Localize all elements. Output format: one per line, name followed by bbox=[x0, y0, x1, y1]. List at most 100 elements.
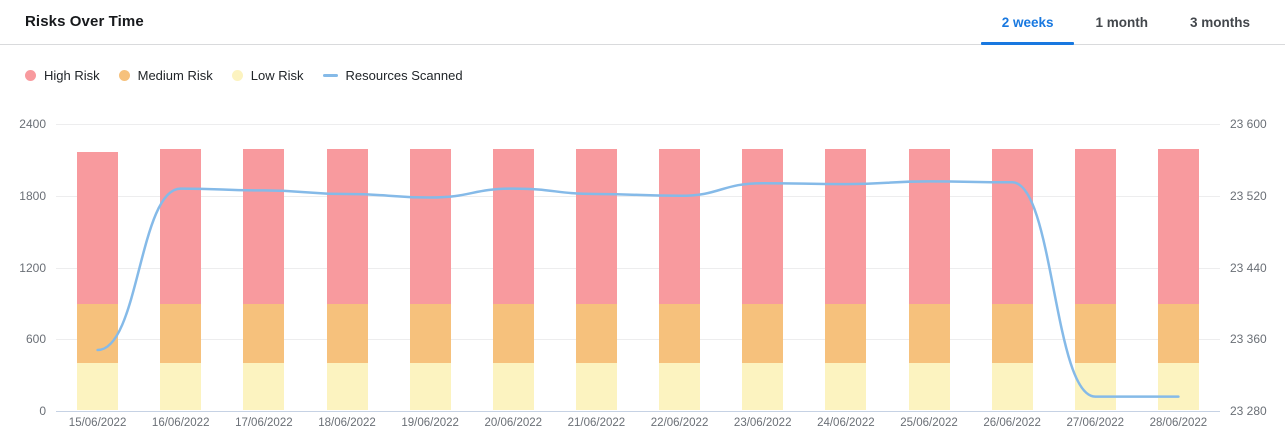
y-axis-label-right: 23 600 bbox=[1230, 117, 1267, 131]
x-axis-label: 28/06/2022 bbox=[1149, 417, 1208, 429]
gridline bbox=[56, 195, 1220, 197]
bar-segment-high-risk bbox=[991, 149, 1033, 304]
bar-segment-high-risk bbox=[1157, 149, 1199, 304]
y-axis-label-right: 23 280 bbox=[1230, 404, 1267, 418]
x-axis-label: 20/06/2022 bbox=[484, 417, 543, 429]
bar-segment-medium-risk bbox=[77, 303, 119, 364]
card-header: Risks Over Time 2 weeks 1 month 3 months bbox=[0, 0, 1285, 45]
bar-stack-23-06-2022 bbox=[742, 149, 784, 410]
bar-stack-18-06-2022 bbox=[326, 149, 368, 410]
bar-segment-high-risk bbox=[160, 149, 202, 304]
high-risk-swatch-icon bbox=[25, 70, 36, 81]
y-axis-label-left: 0 bbox=[39, 404, 46, 418]
legend-item-low-risk[interactable]: Low Risk bbox=[231, 68, 304, 83]
bar-stack-16-06-2022 bbox=[160, 149, 202, 410]
bar-segment-low-risk bbox=[1074, 363, 1116, 410]
bar-segment-high-risk bbox=[492, 149, 534, 304]
bar-segment-high-risk bbox=[742, 149, 784, 304]
x-axis-label: 22/06/2022 bbox=[650, 417, 709, 429]
bar-segment-low-risk bbox=[409, 363, 451, 410]
bar-stack-27-06-2022 bbox=[1074, 149, 1116, 410]
bar-segment-low-risk bbox=[825, 363, 867, 410]
time-range-tabs: 2 weeks 1 month 3 months bbox=[980, 0, 1271, 45]
bar-segment-medium-risk bbox=[991, 303, 1033, 364]
x-axis-label: 15/06/2022 bbox=[68, 417, 127, 429]
bar-segment-medium-risk bbox=[409, 303, 451, 364]
legend-item-high-risk[interactable]: High Risk bbox=[25, 68, 100, 83]
bar-stack-20-06-2022 bbox=[492, 149, 534, 410]
x-axis-label: 17/06/2022 bbox=[235, 417, 293, 429]
bar-stack-25-06-2022 bbox=[908, 149, 950, 410]
legend-label: Low Risk bbox=[250, 68, 304, 83]
gridline bbox=[56, 267, 1220, 269]
bar-segment-low-risk bbox=[659, 363, 701, 410]
legend-item-medium-risk[interactable]: Medium Risk bbox=[118, 68, 213, 83]
bar-stack-21-06-2022 bbox=[575, 149, 617, 410]
bar-segment-low-risk bbox=[326, 363, 368, 410]
y-axis-label-left: 2400 bbox=[19, 117, 46, 131]
y-axis-label-right: 23 360 bbox=[1230, 332, 1267, 347]
x-axis-label: 23/06/2022 bbox=[733, 417, 792, 429]
bar-segment-low-risk bbox=[77, 363, 119, 410]
y-axis-right: 23 280 23 360 23 440 23 520 23 600 bbox=[1230, 117, 1285, 418]
legend-label: Medium Risk bbox=[137, 68, 213, 83]
gridline bbox=[56, 124, 1220, 125]
bar-segment-high-risk bbox=[575, 149, 617, 304]
bar-stack-28-06-2022 bbox=[1157, 149, 1199, 410]
bar-segment-low-risk bbox=[160, 363, 202, 410]
x-axis-label: 18/06/2022 bbox=[318, 417, 376, 429]
bar-stack-24-06-2022 bbox=[825, 149, 867, 410]
bar-stack-22-06-2022 bbox=[659, 149, 701, 410]
y-axis-left: 0 600 1200 1800 2400 bbox=[0, 117, 46, 418]
x-axis-label: 27/06/2022 bbox=[1066, 417, 1125, 429]
bar-segment-high-risk bbox=[1074, 149, 1116, 304]
bar-stack-17-06-2022 bbox=[243, 149, 285, 410]
bar-stack-19-06-2022 bbox=[409, 149, 451, 410]
legend-item-resources-scanned[interactable]: Resources Scanned bbox=[322, 68, 463, 83]
bar-stack-26-06-2022 bbox=[991, 149, 1033, 410]
x-axis-label: 24/06/2022 bbox=[817, 417, 875, 429]
x-axis: 15/06/2022 16/06/2022 17/06/2022 18/06/2022… bbox=[56, 417, 1220, 433]
bar-segment-high-risk bbox=[243, 149, 285, 304]
legend-label: Resources Scanned bbox=[345, 68, 463, 83]
bar-segment-medium-risk bbox=[825, 303, 867, 364]
tab-3-months[interactable]: 3 months bbox=[1189, 14, 1250, 30]
x-axis-label: 21/06/2022 bbox=[567, 417, 626, 429]
active-tab-underline bbox=[980, 42, 1075, 45]
bar-segment-medium-risk bbox=[575, 303, 617, 364]
bar-segment-medium-risk bbox=[1157, 303, 1199, 364]
bar-segment-low-risk bbox=[492, 363, 534, 410]
chart-legend: High Risk Medium Risk Low Risk Resources Sc… bbox=[25, 68, 463, 83]
bar-segment-medium-risk bbox=[326, 303, 368, 364]
medium-risk-swatch-icon bbox=[118, 70, 130, 81]
y-axis-label-right: 23 440 bbox=[1230, 260, 1267, 275]
bar-segment-medium-risk bbox=[1074, 303, 1116, 364]
tab-2-weeks[interactable]: 2 weeks bbox=[980, 0, 1075, 45]
bar-segment-high-risk bbox=[659, 149, 701, 304]
bar-segment-low-risk bbox=[991, 363, 1033, 410]
bar-segment-medium-risk bbox=[742, 303, 784, 364]
x-axis-baseline bbox=[56, 411, 1220, 412]
x-axis-label: 26/06/2022 bbox=[983, 417, 1041, 429]
bar-segment-low-risk bbox=[908, 363, 950, 410]
bar-segment-high-risk bbox=[326, 149, 368, 304]
bar-segment-medium-risk bbox=[243, 303, 285, 364]
gridline bbox=[56, 339, 1220, 341]
bar-segment-low-risk bbox=[1157, 363, 1199, 410]
y-axis-label-right: 23 520 bbox=[1230, 188, 1267, 203]
bar-segment-high-risk bbox=[825, 149, 867, 304]
bar-segment-medium-risk bbox=[659, 303, 701, 364]
y-axis-label-left: 1800 bbox=[19, 188, 46, 203]
bar-segment-medium-risk bbox=[160, 303, 202, 364]
bar-segment-low-risk bbox=[243, 363, 285, 410]
tab-1-month[interactable]: 1 month bbox=[1095, 14, 1148, 30]
resources-scanned-swatch-icon bbox=[322, 74, 338, 77]
page-title: Risks Over Time bbox=[25, 13, 144, 30]
bar-segment-high-risk bbox=[409, 149, 451, 304]
x-axis-label: 16/06/2022 bbox=[151, 417, 210, 429]
bar-segment-high-risk bbox=[908, 149, 950, 304]
bar-segment-medium-risk bbox=[492, 303, 534, 364]
plot-area bbox=[56, 124, 1220, 412]
legend-label: High Risk bbox=[44, 68, 100, 83]
